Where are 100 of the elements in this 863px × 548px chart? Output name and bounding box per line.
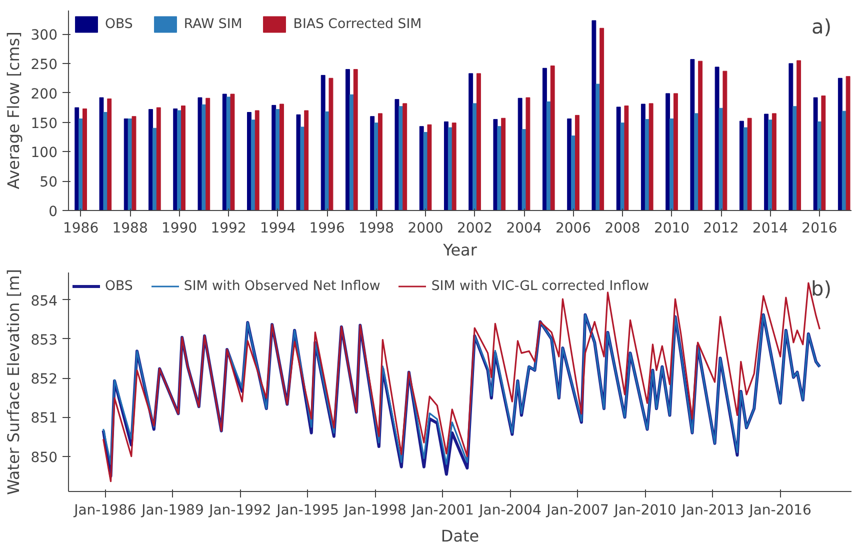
bar <box>846 76 850 210</box>
bar <box>280 104 284 210</box>
legend-label: OBS <box>105 278 133 294</box>
x-tick-label: 2002 <box>456 220 493 236</box>
bar <box>99 97 104 210</box>
y-tick-label: 851 <box>30 410 58 427</box>
bar <box>247 112 252 210</box>
bar <box>296 114 301 210</box>
x-tick-label: 2006 <box>555 220 592 236</box>
bar <box>497 126 502 210</box>
x-tick-label: Jan-2007 <box>546 502 609 518</box>
bar <box>644 119 650 210</box>
legend-label: OBS <box>105 16 133 32</box>
bar <box>546 101 551 210</box>
y-axis-title: Average Flow [cms] <box>4 32 23 190</box>
x-tick-label: 2008 <box>604 220 640 236</box>
bar <box>222 94 227 210</box>
bar <box>202 104 206 210</box>
x-tick-label: 2004 <box>506 220 542 236</box>
legend-label: SIM with Observed Net Inflow <box>184 278 380 294</box>
bar <box>74 107 80 210</box>
y-tick-label: 0 <box>48 204 58 220</box>
bar <box>526 97 530 210</box>
y-tick-label: 300 <box>30 28 58 44</box>
y-tick-label: 150 <box>30 116 58 132</box>
annotation: b) <box>811 276 832 300</box>
x-tick-label: Jan-1989 <box>140 502 204 518</box>
bar <box>124 118 128 210</box>
x-tick-label: Jan-1986 <box>73 502 136 518</box>
bar <box>673 93 678 210</box>
x-tick-label: 1998 <box>358 220 394 236</box>
bar <box>698 60 703 210</box>
bar <box>349 94 354 210</box>
bar <box>694 113 699 210</box>
bar <box>640 104 646 210</box>
bar <box>177 110 182 210</box>
y-tick-label: 853 <box>30 332 58 348</box>
bar <box>402 103 408 210</box>
x-axis-title: Year <box>442 240 478 260</box>
x-tick-label: Jan-2010 <box>613 502 676 518</box>
bar <box>394 99 400 210</box>
y-tick-label: 854 <box>30 293 58 310</box>
x-tick-label: Jan-1995 <box>276 502 339 518</box>
bar <box>250 120 256 210</box>
x-tick-label: Jan-2001 <box>410 502 474 518</box>
x-tick-label: Jan-2013 <box>680 502 744 518</box>
bar <box>722 70 728 210</box>
bar <box>156 107 161 210</box>
x-tick-label: Jan-1998 <box>343 502 406 518</box>
bar <box>378 113 382 210</box>
bar <box>230 94 235 210</box>
bar <box>648 103 654 210</box>
x-tick-label: 1988 <box>112 220 148 236</box>
bar <box>747 118 752 210</box>
x-tick-label: 1986 <box>62 220 99 236</box>
bar <box>574 114 580 210</box>
y-tick-label: 850 <box>30 450 58 466</box>
annotation: a) <box>811 14 832 38</box>
bar <box>501 118 506 210</box>
bar <box>173 108 178 210</box>
bar <box>743 127 748 210</box>
bar <box>739 120 744 210</box>
bar <box>596 84 600 210</box>
bar <box>472 103 477 210</box>
y-tick-label: 50 <box>40 174 58 191</box>
bar <box>181 106 186 210</box>
bar <box>493 119 498 210</box>
bar <box>398 106 404 210</box>
bar <box>254 110 260 210</box>
legend-label: RAW SIM <box>184 16 242 32</box>
bar <box>452 122 456 210</box>
x-tick-label: 1994 <box>260 220 296 236</box>
y-tick-label: 100 <box>30 145 58 162</box>
bar <box>476 73 481 210</box>
bar <box>666 93 670 210</box>
x-tick-label: 2016 <box>802 220 838 236</box>
x-tick-label: 2014 <box>752 220 788 236</box>
bar <box>370 116 375 210</box>
x-tick-label: Jan-1992 <box>208 502 272 518</box>
bar <box>764 114 769 210</box>
bar <box>448 127 452 210</box>
y-tick-label: 250 <box>30 56 58 73</box>
x-tick-label: 2012 <box>703 220 739 236</box>
x-tick-label: 2010 <box>654 220 690 236</box>
bar <box>772 113 776 210</box>
bar <box>107 98 112 210</box>
bar <box>272 104 276 210</box>
bar <box>300 126 305 210</box>
bar <box>198 97 202 210</box>
bar <box>103 112 108 210</box>
bar <box>592 20 596 210</box>
bar <box>567 118 572 210</box>
bar <box>838 78 842 210</box>
bar <box>444 121 448 210</box>
bar <box>427 124 432 210</box>
bar <box>842 110 846 210</box>
x-tick-label: 1992 <box>210 220 246 236</box>
bar <box>542 68 547 210</box>
legend-label: BIAS Corrected SIM <box>293 16 422 32</box>
bar <box>624 106 629 210</box>
